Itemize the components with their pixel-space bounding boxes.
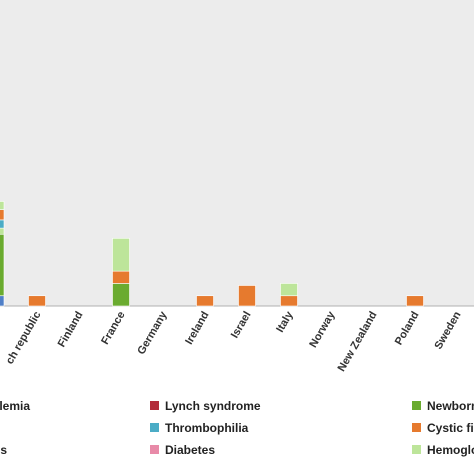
partial-bar-segment-0 xyxy=(0,295,5,307)
bar-cystic-fibr-5 xyxy=(238,285,256,307)
bar-cystic-fibr-6 xyxy=(280,295,298,307)
x-tick-label: Finland xyxy=(56,310,86,350)
x-tick-label: Israel xyxy=(229,310,254,341)
x-tick-label: Sweden xyxy=(432,309,463,351)
bar-hemoglob-6 xyxy=(280,283,298,297)
x-tick-labels: ch republic Finland France Germany Ireland Is… xyxy=(4,309,464,374)
bars xyxy=(28,238,424,307)
legend-label-0: sterolemia xyxy=(0,399,30,413)
legend-swatch-2 xyxy=(412,401,421,410)
x-tick-label: Ireland xyxy=(183,310,211,347)
legend-label-1: Lynch syndrome xyxy=(165,399,261,413)
bar-cystic-fibr-9 xyxy=(406,295,424,307)
legend-label-2: Newborn xyxy=(427,399,474,413)
plot-area xyxy=(0,0,474,307)
partial-bar-segment-4 xyxy=(0,209,5,221)
legend-swatch-6 xyxy=(150,445,159,454)
x-tick-label: France xyxy=(99,310,127,347)
plot-background xyxy=(0,0,474,306)
partial-bar-segment-1 xyxy=(0,233,5,297)
legend-swatch-1 xyxy=(150,401,159,410)
partial-bar-segment-2 xyxy=(0,227,5,235)
x-tick-label: Poland xyxy=(393,310,422,348)
bar-newborn-2 xyxy=(112,283,130,307)
partial-bar-segment-5 xyxy=(0,201,5,210)
bar-cystic-fibr-2 xyxy=(112,270,130,284)
legend-label-3: Thrombophilia xyxy=(165,421,249,435)
partial-bar-segment-3 xyxy=(0,219,5,229)
legend-label-5: itions xyxy=(0,443,7,457)
bar-cystic-fibr-0 xyxy=(28,295,46,307)
partial-bar xyxy=(0,201,5,307)
bar-cystic-fibr-4 xyxy=(196,295,214,307)
legend-label-6: Diabetes xyxy=(165,443,215,457)
legend-swatch-7 xyxy=(412,445,421,454)
legend-swatch-3 xyxy=(150,423,159,432)
x-tick-label: Norway xyxy=(307,309,338,350)
x-tick-label: Germany xyxy=(135,309,170,357)
legend-swatch-4 xyxy=(412,423,421,432)
x-tick-label: New Zealand xyxy=(336,310,380,374)
bar-hemoglob-2 xyxy=(112,238,130,272)
legend-label-7: Hemoglob xyxy=(427,443,474,457)
x-tick-label: Italy xyxy=(274,309,296,335)
legend-label-4: Cystic fibr xyxy=(427,421,474,435)
legend: sterolemia Lynch syndrome Newborn Thromboph… xyxy=(0,399,474,457)
x-tick-label: ch republic xyxy=(4,310,44,367)
